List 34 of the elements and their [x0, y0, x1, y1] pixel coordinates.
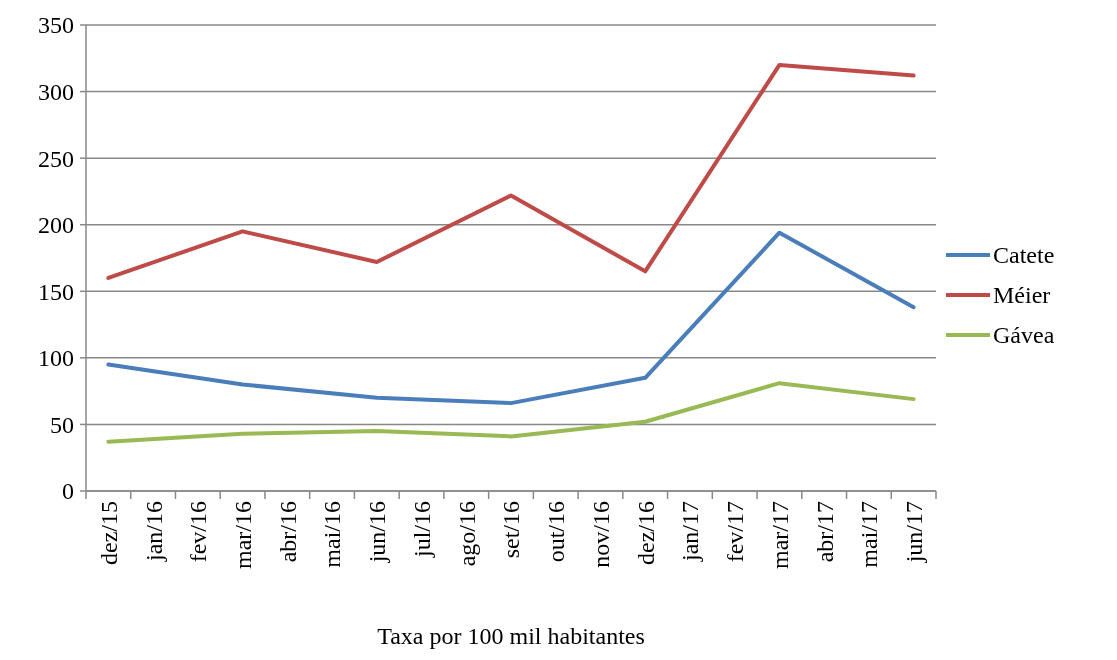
legend-label: Catete	[993, 242, 1055, 269]
x-tick-label: nov/16	[587, 501, 614, 568]
x-tick-label: fev/17	[722, 501, 749, 563]
x-tick-label: fev/16	[185, 501, 212, 563]
y-tick-label: 50	[50, 411, 74, 438]
x-tick-label: mai/17	[856, 501, 883, 568]
x-tick-label: jan/16	[140, 501, 167, 562]
line-series	[106, 230, 916, 406]
x-tick-label: jun/17	[901, 501, 928, 564]
x-tick-label: mai/16	[319, 501, 346, 568]
y-tick-label: 200	[38, 212, 74, 239]
x-tick-label: dez/15	[95, 501, 122, 565]
x-tick-label: jun/16	[364, 501, 391, 564]
y-tick-label: 300	[38, 78, 74, 105]
x-tick-label: mar/16	[229, 501, 256, 569]
x-tick-label: out/16	[543, 501, 570, 563]
x-tick-label: jul/16	[408, 501, 435, 559]
x-tick-label: set/16	[498, 501, 525, 559]
x-tick-label: mar/17	[766, 501, 793, 569]
x-tick-label: abr/16	[274, 501, 301, 563]
legend-label: Méier	[993, 282, 1051, 309]
x-axis-title: Taxa por 100 mil habitantes	[377, 623, 645, 649]
y-tick-label: 150	[38, 278, 74, 305]
line-series	[106, 381, 916, 444]
x-tick-label: dez/16	[632, 501, 659, 565]
x-tick-label: ago/16	[453, 501, 480, 567]
x-tick-label: abr/17	[811, 501, 838, 563]
y-tick-label: 100	[38, 345, 74, 372]
line-series	[106, 62, 916, 280]
y-tick-label: 250	[38, 145, 74, 172]
x-tick-label: jan/17	[677, 501, 704, 562]
legend-label: Gávea	[993, 322, 1055, 349]
y-tick-label: 350	[38, 12, 74, 39]
y-tick-label: 0	[62, 478, 74, 505]
